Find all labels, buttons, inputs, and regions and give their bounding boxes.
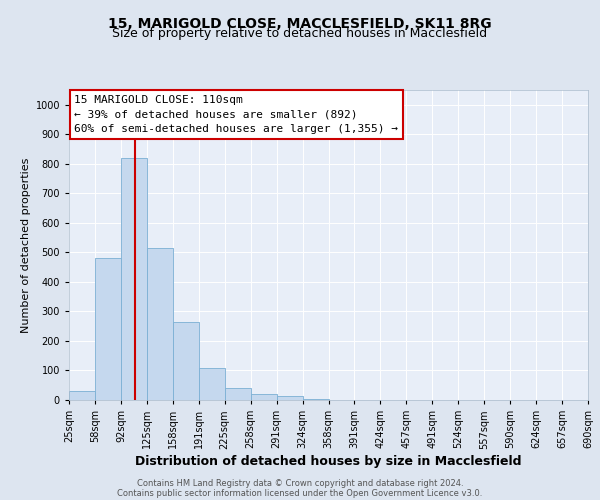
- Text: Contains public sector information licensed under the Open Government Licence v3: Contains public sector information licen…: [118, 489, 482, 498]
- Bar: [69, 391, 95, 400]
- X-axis label: Distribution of detached houses by size in Macclesfield: Distribution of detached houses by size …: [135, 456, 522, 468]
- Bar: [277, 396, 302, 400]
- Bar: [95, 258, 121, 400]
- Text: Contains HM Land Registry data © Crown copyright and database right 2024.: Contains HM Land Registry data © Crown c…: [137, 479, 463, 488]
- Bar: [173, 322, 199, 400]
- Bar: [225, 388, 251, 400]
- Y-axis label: Number of detached properties: Number of detached properties: [22, 158, 31, 332]
- Bar: [199, 368, 224, 400]
- Text: 15 MARIGOLD CLOSE: 110sqm
← 39% of detached houses are smaller (892)
60% of semi: 15 MARIGOLD CLOSE: 110sqm ← 39% of detac…: [74, 94, 398, 134]
- Bar: [251, 394, 277, 400]
- Bar: [121, 158, 147, 400]
- Bar: [302, 398, 329, 400]
- Text: Size of property relative to detached houses in Macclesfield: Size of property relative to detached ho…: [112, 28, 488, 40]
- Text: 15, MARIGOLD CLOSE, MACCLESFIELD, SK11 8RG: 15, MARIGOLD CLOSE, MACCLESFIELD, SK11 8…: [108, 18, 492, 32]
- Bar: [147, 248, 173, 400]
